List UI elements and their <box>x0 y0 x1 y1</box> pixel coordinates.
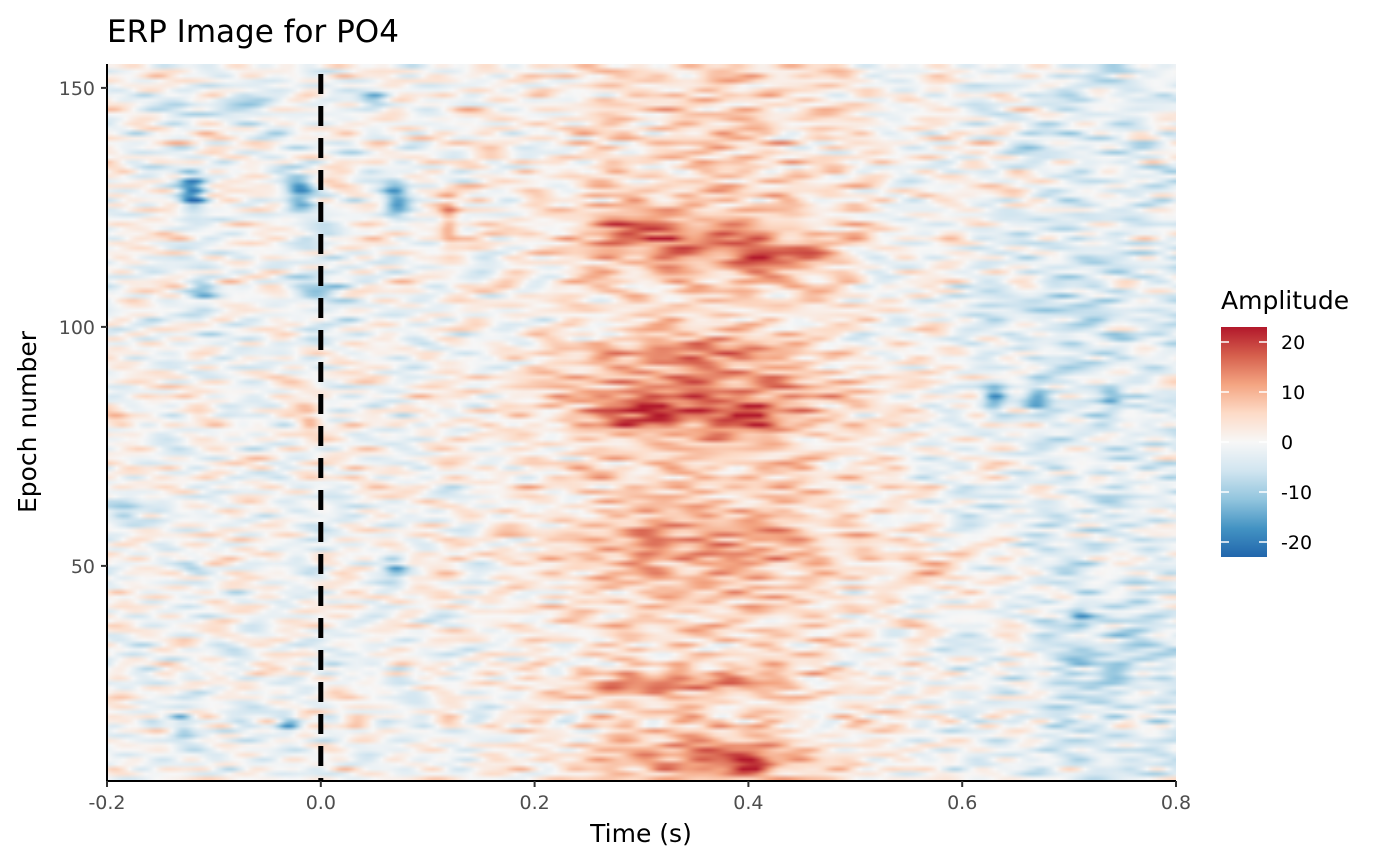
y-tick-label: 50 <box>71 556 95 578</box>
x-axis-title: Time (s) <box>589 819 692 848</box>
x-axis-ticks: -0.2 0.0 0.2 0.4 0.6 0.8 <box>88 781 1191 814</box>
legend-title: Amplitude <box>1221 286 1349 315</box>
colorbar-tick-label: 0 <box>1281 432 1293 454</box>
x-tick-label: -0.2 <box>88 792 125 814</box>
x-tick-label: 0.2 <box>519 792 549 814</box>
y-axis-title: Epoch number <box>13 330 42 513</box>
colorbar-ticks: 20 10 0 -10 -20 <box>1221 332 1312 554</box>
heatmap-raster <box>107 64 1176 781</box>
colorbar-tick-label: -20 <box>1281 532 1312 554</box>
y-tick-label: 100 <box>59 317 95 339</box>
y-tick-label: 150 <box>59 78 95 100</box>
x-tick-label: 0.4 <box>733 792 763 814</box>
colorbar-tick-label: 10 <box>1281 382 1305 404</box>
colorbar-tick-label: 20 <box>1281 332 1305 354</box>
colorbar-tick-label: -10 <box>1281 482 1312 504</box>
chart-title: ERP Image for PO4 <box>107 14 399 50</box>
x-tick-label: 0.6 <box>947 792 977 814</box>
colorbar-legend: Amplitude 20 10 0 -10 -20 <box>1221 286 1349 557</box>
y-axis-ticks: 50 100 150 <box>59 78 107 578</box>
x-tick-label: 0.0 <box>306 792 336 814</box>
heatmap-plot-area <box>107 64 1176 781</box>
x-tick-label: 0.8 <box>1161 792 1191 814</box>
